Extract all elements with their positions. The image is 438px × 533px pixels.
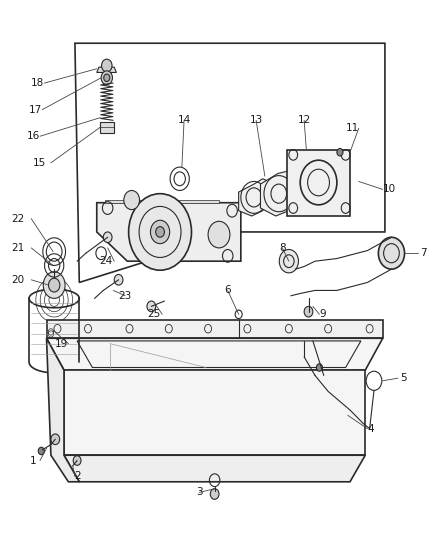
Text: 25: 25 (147, 309, 160, 319)
Text: 13: 13 (250, 115, 263, 125)
Circle shape (43, 272, 65, 298)
Text: 5: 5 (400, 373, 407, 383)
Text: 24: 24 (99, 256, 112, 266)
Circle shape (49, 278, 60, 292)
Text: 15: 15 (33, 158, 46, 168)
Text: 19: 19 (55, 338, 68, 349)
Circle shape (51, 434, 60, 445)
Polygon shape (239, 179, 269, 216)
Circle shape (147, 301, 155, 312)
Circle shape (304, 306, 313, 317)
Circle shape (210, 489, 219, 499)
Circle shape (102, 59, 112, 72)
Text: 9: 9 (319, 309, 326, 319)
Text: 10: 10 (383, 184, 396, 195)
Text: 12: 12 (297, 115, 311, 125)
Circle shape (103, 232, 112, 243)
Bar (100, 122, 114, 133)
Circle shape (104, 74, 110, 82)
Polygon shape (287, 150, 350, 216)
Circle shape (155, 227, 164, 237)
Circle shape (150, 220, 170, 244)
Circle shape (114, 274, 123, 285)
Circle shape (337, 149, 343, 156)
Text: 4: 4 (367, 424, 374, 434)
Circle shape (316, 364, 322, 371)
Circle shape (38, 447, 44, 455)
Text: 17: 17 (29, 104, 42, 115)
Polygon shape (97, 67, 117, 72)
Circle shape (129, 193, 191, 270)
Polygon shape (46, 338, 383, 370)
Polygon shape (261, 171, 297, 216)
Circle shape (378, 237, 405, 269)
Text: 21: 21 (11, 243, 25, 253)
Circle shape (73, 456, 81, 465)
Text: 3: 3 (196, 488, 203, 497)
Text: 20: 20 (11, 275, 25, 285)
Text: 1: 1 (30, 456, 37, 465)
Polygon shape (97, 203, 241, 261)
Text: 11: 11 (346, 123, 359, 133)
Polygon shape (46, 320, 383, 338)
Circle shape (124, 190, 140, 209)
Text: 23: 23 (119, 290, 132, 301)
Text: 18: 18 (31, 78, 44, 88)
Circle shape (101, 71, 113, 85)
Polygon shape (46, 338, 79, 482)
Text: 7: 7 (420, 248, 427, 258)
Polygon shape (75, 43, 385, 282)
Polygon shape (64, 455, 365, 482)
Polygon shape (106, 200, 219, 203)
Text: 16: 16 (27, 131, 40, 141)
Text: 2: 2 (74, 472, 81, 481)
Circle shape (208, 221, 230, 248)
Polygon shape (64, 370, 365, 455)
Text: 14: 14 (177, 115, 191, 125)
Text: 6: 6 (224, 286, 231, 295)
Text: 22: 22 (11, 214, 25, 224)
Text: 8: 8 (279, 243, 286, 253)
Circle shape (279, 249, 298, 273)
